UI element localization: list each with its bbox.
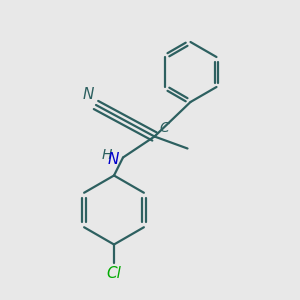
- Text: Cl: Cl: [106, 266, 122, 281]
- Text: C: C: [160, 121, 170, 135]
- Text: N: N: [107, 152, 118, 166]
- Text: N: N: [83, 87, 94, 102]
- Text: H: H: [101, 148, 112, 162]
